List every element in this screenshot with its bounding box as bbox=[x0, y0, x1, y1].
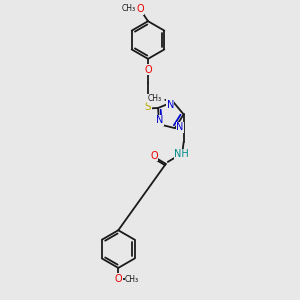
Text: O: O bbox=[144, 65, 152, 75]
Text: S: S bbox=[145, 102, 151, 112]
Text: CH₃: CH₃ bbox=[125, 275, 139, 284]
Text: N: N bbox=[157, 115, 164, 125]
Text: O: O bbox=[150, 151, 158, 161]
Text: N: N bbox=[176, 122, 184, 132]
Text: NH: NH bbox=[174, 149, 189, 159]
Text: CH₃: CH₃ bbox=[121, 4, 135, 13]
Text: CH₃: CH₃ bbox=[147, 94, 161, 103]
Text: O: O bbox=[115, 274, 122, 284]
Text: N: N bbox=[167, 100, 174, 110]
Text: O: O bbox=[136, 4, 144, 14]
